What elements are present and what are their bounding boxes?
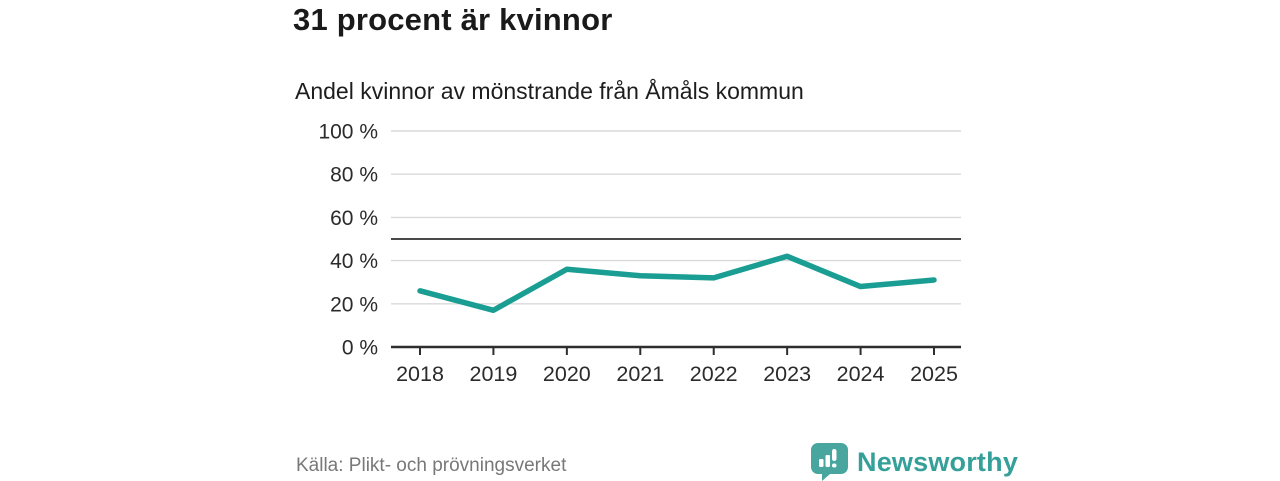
x-tick-label: 2022 [690, 362, 738, 386]
brand-name: Newsworthy [857, 446, 1019, 477]
line-chart: 0 % 20 % 40 % 60 % 80 % 100 % 2018 2019 2020 2021… [318, 121, 961, 386]
y-tick-label: 20 % [330, 293, 378, 316]
source-note: Källa: Plikt- och prövningsverket [296, 455, 567, 476]
x-tick-label: 2023 [763, 362, 811, 386]
y-tick-label: 40 % [330, 250, 378, 273]
x-tick-label: 2021 [616, 362, 664, 386]
chart-subtitle: Andel kvinnor av mönstrande från Åmåls k… [295, 78, 804, 104]
brand-logo: Newsworthy [811, 443, 1018, 481]
y-tick-label: 80 % [330, 164, 378, 187]
x-tick-label: 2020 [543, 362, 591, 386]
newsworthy-icon [811, 443, 848, 481]
y-tick-label: 0 % [342, 337, 378, 360]
x-tick-label: 2024 [837, 362, 885, 386]
x-tick-label: 2018 [396, 362, 444, 386]
y-tick-label: 100 % [318, 121, 378, 144]
y-tick-label: 60 % [330, 207, 378, 230]
data-line-andel-kvinnor [417, 253, 937, 314]
x-tick-label: 2025 [910, 362, 958, 386]
chart-title: 31 procent är kvinnor [293, 2, 613, 37]
x-tick-label: 2019 [470, 362, 518, 386]
